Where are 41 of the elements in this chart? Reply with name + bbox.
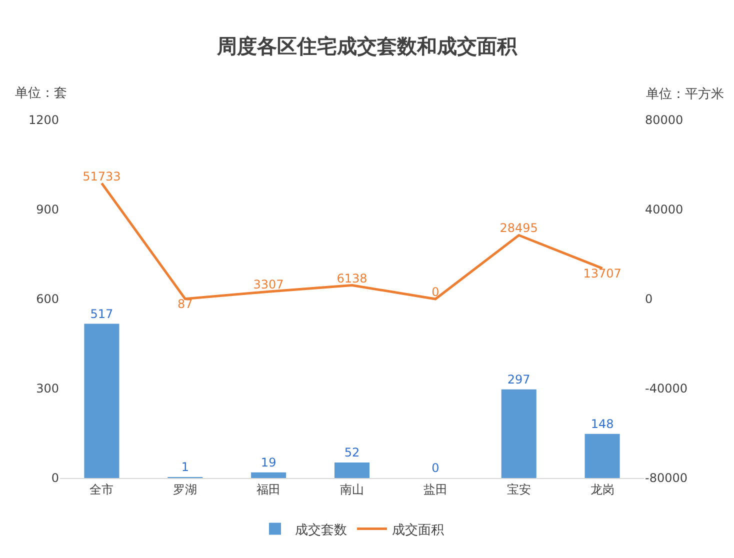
legend-label: 成交套数 — [295, 522, 347, 538]
data-label: 87 — [178, 296, 193, 311]
data-label: 0 — [432, 461, 440, 475]
x-tick-label: 全市 — [90, 482, 114, 496]
y-tick-label: 900 — [36, 202, 59, 217]
bar — [501, 389, 536, 478]
bar — [584, 434, 620, 478]
data-label: 297 — [507, 372, 530, 386]
y2-tick-label: 40000 — [645, 202, 684, 217]
data-label: 51733 — [82, 169, 121, 184]
x-tick-label: 盐田 — [423, 482, 448, 496]
y-tick-label: 0 — [51, 471, 59, 486]
data-label: 1 — [181, 460, 189, 474]
bar — [84, 324, 120, 478]
x-tick-label: 福田 — [256, 482, 281, 496]
y-tick-label: 300 — [36, 382, 59, 396]
x-tick-label: 宝安 — [506, 482, 531, 496]
x-tick-label: 龙岗 — [590, 482, 614, 496]
legend-label: 成交面积 — [392, 522, 444, 538]
data-label: 28495 — [500, 221, 538, 236]
y-tick-label: 600 — [36, 292, 59, 306]
data-label: 3307 — [253, 278, 284, 292]
data-label: 19 — [260, 455, 276, 470]
y2-tick-label: 80000 — [645, 113, 684, 128]
bar — [251, 472, 286, 478]
y2-axis-title: 单位：平方米 — [646, 86, 724, 102]
y2-tick-label: -80000 — [645, 471, 688, 486]
y-axis-title: 单位：套 — [15, 86, 67, 101]
data-label: 52 — [344, 445, 360, 460]
bar — [334, 462, 370, 478]
y2-tick-label: -40000 — [645, 382, 688, 396]
y-tick-label: 1200 — [28, 113, 59, 128]
data-label: 6138 — [336, 271, 368, 286]
x-tick-label: 南山 — [340, 482, 364, 496]
data-label: 148 — [590, 416, 614, 431]
x-tick-label: 罗湖 — [173, 482, 198, 496]
y2-tick-label: 0 — [645, 292, 653, 306]
data-label: 517 — [90, 306, 114, 321]
chart-title: 周度各区住宅成交套数和成交面积 — [216, 34, 518, 58]
data-label: 13707 — [583, 266, 622, 280]
data-label: 0 — [432, 285, 440, 299]
